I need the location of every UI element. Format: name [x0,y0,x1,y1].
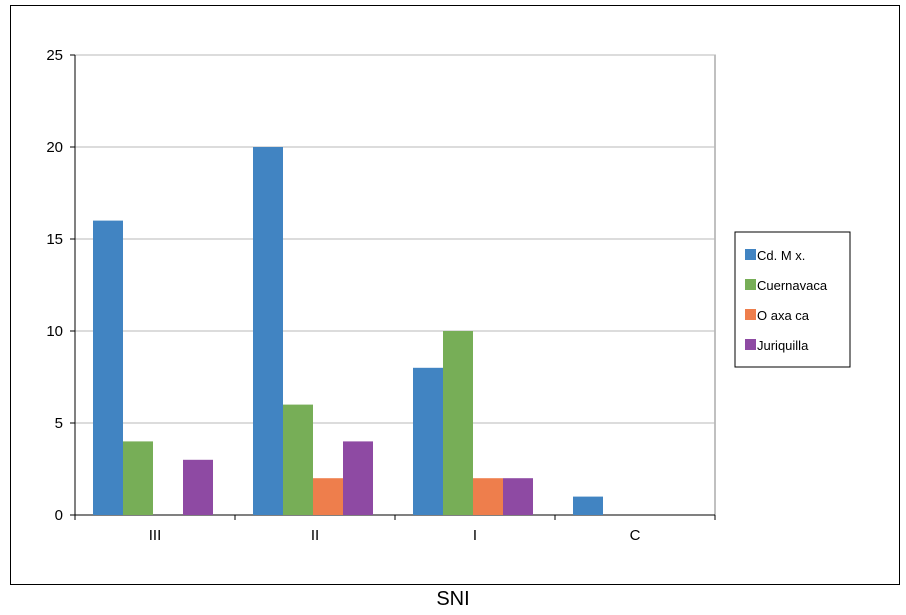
legend-swatch-0 [745,249,756,260]
bar-2-1 [313,478,343,515]
x-tick-label: II [311,527,319,544]
legend-label-2: O axa ca [757,308,810,323]
bar-1-0 [123,441,153,515]
y-tick-label: 0 [55,507,63,524]
x-tick-label: C [630,527,641,544]
legend-swatch-1 [745,279,756,290]
x-tick-label: I [473,527,477,544]
y-tick-label: 25 [46,47,63,64]
bar-0-2 [413,367,443,515]
bar-0-3 [573,496,603,515]
bar-3-0 [183,459,213,515]
bar-0-0 [93,220,123,515]
y-tick-label: 5 [55,415,63,432]
bar-2-2 [473,478,503,515]
bar-0-1 [253,147,283,515]
x-axis-title: SNI [436,588,470,610]
legend-label-0: Cd. M x. [757,248,805,263]
plot-area [74,54,716,516]
bar-1-2 [443,331,473,515]
y-tick-label: 20 [46,139,63,156]
legend-label-1: Cuernavaca [757,278,828,293]
legend-swatch-2 [745,309,756,320]
bar-1-1 [283,404,313,515]
y-tick-label: 15 [46,231,63,248]
bar-3-2 [503,478,533,515]
legend-label-3: Juriquilla [757,338,809,353]
y-tick-label: 10 [46,323,63,340]
legend-swatch-3 [745,339,756,350]
bar-3-1 [343,441,373,515]
x-tick-label: III [149,527,162,544]
